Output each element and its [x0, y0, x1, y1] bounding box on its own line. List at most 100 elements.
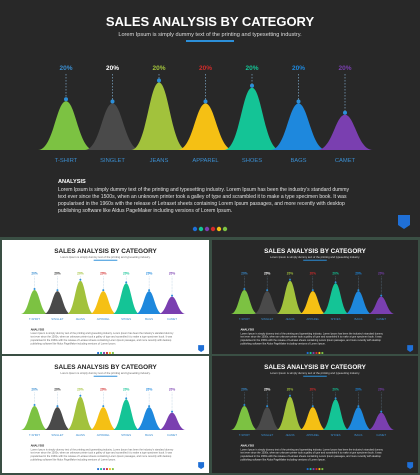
thumb-analysis-line-1: Lorem Ipsum is simply dummy text of the … [31, 448, 174, 451]
category-label: BAGS [290, 158, 306, 164]
peak-marker [125, 281, 128, 284]
value-label: 20% [146, 388, 153, 392]
thumb-analysis-heading: ANALYSIS [31, 443, 45, 447]
peak-marker [79, 394, 82, 397]
analysis-line-1: Lorem Ipsum is simply dummy text of the … [58, 187, 350, 193]
category-label: T-SHIRT [55, 158, 78, 164]
pagination-dot[interactable] [192, 226, 198, 232]
thumb-title: SALES ANALYSIS BY CATEGORY [264, 364, 367, 371]
thumb-analysis-line-3: popularised in the 1960s with the releas… [31, 339, 172, 342]
pagination-dot[interactable] [321, 467, 324, 471]
peak-camet [158, 296, 186, 315]
pagination-dot[interactable] [306, 351, 309, 354]
peak-marker [203, 99, 208, 104]
pagination-dot[interactable] [222, 226, 228, 232]
peak-shoes [112, 399, 140, 431]
value-label: 20% [332, 272, 339, 276]
thumb-canvas: SALES ANALYSIS BY CATEGORY Lorem Ipsum i… [20, 248, 205, 354]
peak-bags [344, 407, 373, 431]
category-label: CAMET [376, 433, 386, 437]
slide-thumb-dark-1[interactable]: SALES ANALYSIS BY CATEGORY Lorem Ipsum i… [212, 240, 418, 354]
pagination-dot[interactable] [318, 351, 321, 354]
slide-thumb-dark-2[interactable]: SALES ANALYSIS BY CATEGORY Lorem Ipsum i… [212, 356, 418, 473]
peak-singlet [43, 291, 72, 315]
category-label: CAMET [167, 317, 177, 321]
peak-singlet [43, 407, 72, 431]
category-label: T-SHIRT [29, 317, 40, 321]
pagination-dot[interactable] [318, 467, 321, 471]
thumb-underline [303, 259, 327, 261]
thumb-pagination-dots [306, 467, 324, 471]
pagination-dot[interactable] [204, 226, 210, 232]
peak-marker [148, 405, 151, 408]
thumb-analysis-line-4: publishing software like Aldus PageMaker… [240, 459, 325, 462]
pagination-dot[interactable] [312, 467, 315, 471]
thumb-analysis-line-2: text ever since the 1500s, when an unkno… [240, 452, 382, 455]
thumb-title: SALES ANALYSIS BY CATEGORY [264, 248, 367, 255]
pagination-dots [192, 226, 228, 232]
thumb-underline [93, 375, 118, 377]
peak-marker [56, 405, 59, 408]
peak-marker [296, 99, 301, 104]
pagination-dot[interactable] [99, 467, 103, 471]
pagination-dot[interactable] [210, 226, 216, 232]
value-label: 20% [378, 272, 385, 276]
value-label: 20% [245, 65, 258, 72]
category-label: SHOES [331, 433, 341, 437]
pagination-dot[interactable] [102, 351, 106, 354]
category-label: SHOES [242, 158, 262, 164]
pagination-dot[interactable] [108, 467, 112, 471]
peak-marker [334, 281, 337, 284]
peak-shoes [112, 283, 140, 315]
peak-camet [317, 114, 373, 150]
pagination-dot[interactable] [315, 467, 318, 471]
peak-shoes [321, 399, 350, 431]
value-label: 20% [310, 272, 317, 276]
thumb-chart-area: 20% T-SHIRT 20% SINGLET 20% JEANS 20% APPAREL 20… [20, 388, 186, 437]
pagination-dot[interactable] [111, 467, 114, 471]
chart-area: 20% T-SHIRT 20% SINGLET 20% JEANS 20% APPAREL 20… [38, 65, 373, 164]
peak-bags [344, 291, 373, 315]
thumb-canvas: SALES ANALYSIS BY CATEGORY Lorem Ipsum i… [20, 364, 205, 471]
category-label: CAMET [376, 317, 386, 321]
category-label: JEANS [150, 158, 169, 164]
pagination-dot[interactable] [99, 351, 103, 354]
slide-canvas: SALES ANALYSIS BY CATEGORY Lorem Ipsum i… [38, 14, 410, 232]
pagination-dot[interactable] [97, 467, 100, 471]
value-label: 20% [241, 388, 248, 392]
pagination-dot[interactable] [105, 467, 109, 471]
pagination-dot[interactable] [105, 351, 109, 354]
category-label: BAGS [354, 317, 362, 321]
peak-t-shirt [20, 405, 49, 431]
pagination-dot[interactable] [111, 351, 114, 354]
slide-thumb-light-1[interactable]: SALES ANALYSIS BY CATEGORY Lorem Ipsum i… [2, 240, 209, 354]
pagination-dot[interactable] [108, 351, 112, 354]
value-label: 20% [123, 272, 130, 276]
category-label: JEANS [76, 433, 85, 437]
pagination-dot[interactable] [306, 467, 309, 471]
peak-marker [64, 97, 68, 102]
peak-jeans [131, 82, 187, 150]
thumb-analysis-line-3: popularised in the 1960s with the releas… [240, 455, 381, 458]
analysis-line-4: publishing software like Aldus PageMaker… [58, 208, 232, 214]
thumb-subtitle: Lorem Ipsum is simply dummy text of the … [60, 255, 150, 259]
value-label: 20% [169, 272, 176, 276]
pagination-dot[interactable] [309, 351, 312, 354]
thumb-analysis-line-3: popularised in the 1960s with the releas… [31, 455, 172, 458]
pagination-dot[interactable] [216, 226, 222, 232]
slide-main[interactable]: SALES ANALYSIS BY CATEGORY Lorem Ipsum i… [0, 0, 420, 237]
peak-marker [102, 405, 105, 408]
pagination-dot[interactable] [102, 467, 106, 471]
peak-marker [171, 294, 174, 297]
pagination-dot[interactable] [321, 351, 324, 354]
pagination-dot[interactable] [97, 351, 100, 354]
pagination-dot[interactable] [309, 467, 312, 471]
pagination-dot[interactable] [198, 226, 204, 232]
peak-jeans [276, 280, 304, 315]
pagination-dot[interactable] [315, 351, 318, 354]
corner-badge-icon [398, 215, 410, 229]
pagination-dot[interactable] [312, 351, 315, 354]
category-label: SINGLET [51, 433, 63, 437]
peak-bags [135, 291, 163, 315]
slide-thumb-light-2[interactable]: SALES ANALYSIS BY CATEGORY Lorem Ipsum i… [2, 356, 209, 473]
